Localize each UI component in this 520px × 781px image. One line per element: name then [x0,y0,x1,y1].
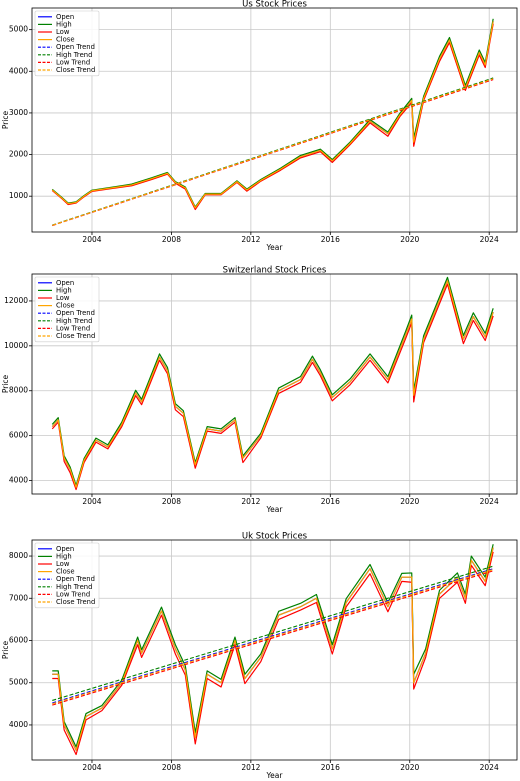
legend-label: Open Trend [56,309,95,317]
chart-title: Us Stock Prices [242,0,307,10]
x-tick-label: 2016 [321,235,340,244]
trend-line [52,78,494,226]
x-tick-label: 2008 [162,763,181,772]
y-tick-label: 6000 [9,635,28,644]
x-tick-label: 2012 [241,235,260,244]
x-tick-label: 2024 [480,497,499,506]
price-line [52,547,494,751]
price-line [51,21,494,209]
legend-label: Open [56,279,74,287]
x-tick-label: 2004 [82,497,101,506]
subplot: Uk Stock Prices Year Price 2004 2008 2012 2016… [1,532,518,780]
legend-label: Close [56,36,75,44]
legend-label: Open [56,545,74,553]
x-tick-label: 2004 [82,235,101,244]
x-tick-label: 2020 [400,763,419,772]
legend-label: High Trend [56,317,92,325]
x-tick-label: 2016 [321,763,340,772]
trend-line [52,77,494,226]
x-tick-label: 2020 [400,235,419,244]
y-tick-label: 8000 [9,551,28,560]
y-tick-label: 1000 [9,191,28,200]
x-tick-label: 2016 [321,497,340,506]
x-tick-label: 2008 [162,235,181,244]
subplot: Switzerland Stock Prices Year Price 2004 200… [1,266,518,514]
legend-label: Low [56,294,70,302]
y-tick-label: 12000 [4,296,28,305]
y-tick-label: 10000 [4,341,28,350]
price-line [51,280,494,488]
trend-line [52,570,494,706]
plot-area [32,8,517,232]
y-axis-label: Price [1,110,10,129]
x-tick-label: 2020 [400,497,419,506]
trend-line [52,568,494,704]
price-line [51,23,494,211]
axes-frame [31,539,518,761]
legend-label: Low [56,560,70,568]
legend-box [34,276,100,343]
x-axis-label: Year [266,243,284,252]
legend-label: Close Trend [56,598,95,606]
y-tick-label: 8000 [9,386,28,395]
y-tick-label: 4000 [9,720,28,729]
y-tick-label: 3000 [9,108,28,117]
legend-label: Open [56,13,74,21]
legend-label: Close Trend [56,66,95,74]
legend-label: Low Trend [56,590,90,598]
legend-box [34,10,100,77]
legend-label: Close [56,302,75,310]
price-line [51,18,494,208]
y-tick-label: 5000 [9,25,28,34]
plot-area [32,540,517,760]
legend-label: High [56,552,72,560]
legend-label: Open Trend [56,43,95,51]
legend-label: Close Trend [56,332,95,340]
y-tick-label: 4000 [9,66,28,75]
x-tick-label: 2004 [82,763,101,772]
y-axis-label: Price [1,640,10,659]
legend-label: Low Trend [56,58,90,66]
trend-line [52,79,494,227]
x-tick-label: 2024 [480,763,499,772]
legend-label: High [56,286,72,294]
y-tick-label: 2000 [9,150,28,159]
legend-label: Low [56,28,70,36]
y-tick-label: 7000 [9,593,28,602]
price-line [52,551,494,756]
legend-label: High [56,20,72,28]
y-tick-label: 4000 [9,476,28,485]
x-tick-label: 2008 [162,497,181,506]
legend-label: Low Trend [56,324,90,332]
x-axis-label: Year [266,771,284,780]
legend-box [34,542,100,609]
y-axis-label: Price [1,374,10,393]
x-tick-label: 2024 [480,235,499,244]
axes-frame [31,273,518,495]
legend-label: High Trend [56,583,92,591]
x-tick-label: 2012 [241,497,260,506]
x-axis-label: Year [266,505,284,514]
price-line [52,544,494,748]
chart-title: Uk Stock Prices [242,532,308,542]
subplot: Us Stock Prices Year Price 2004 2008 2012 2016… [1,0,518,252]
y-tick-label: 6000 [9,431,28,440]
x-tick-label: 2012 [241,763,260,772]
chart-title: Switzerland Stock Prices [223,266,327,276]
legend-label: Open Trend [56,575,95,583]
y-tick-label: 5000 [9,678,28,687]
plot-area [32,274,517,494]
legend-label: High Trend [56,51,92,59]
trend-line [52,565,494,701]
trend-line [52,569,494,705]
legend-label: Close [56,568,75,576]
axes-frame [31,7,518,233]
